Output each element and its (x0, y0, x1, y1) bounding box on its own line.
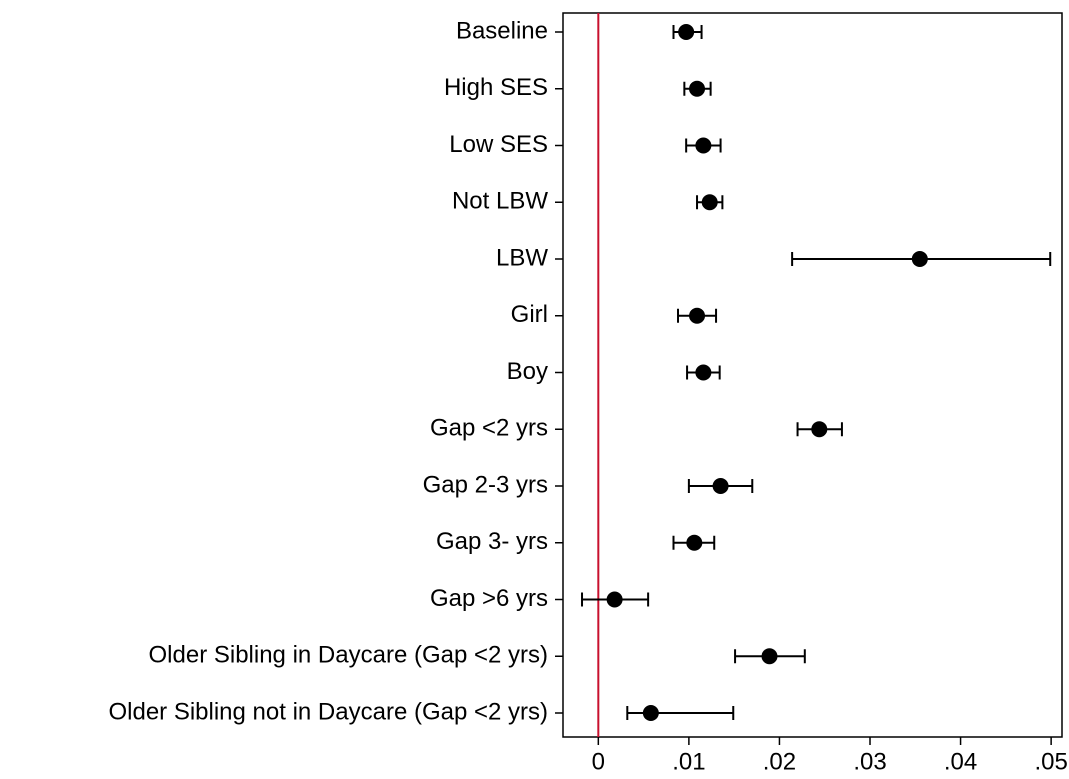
y-tick-label: Boy (507, 358, 548, 385)
y-tick-label: Gap 3- yrs (436, 528, 548, 555)
y-tick-label: Not LBW (452, 188, 548, 215)
point-estimate (695, 137, 712, 154)
point-estimate (642, 705, 659, 721)
y-tick-label: Gap >6 yrs (430, 585, 548, 612)
point-estimate (911, 251, 928, 267)
point-estimate (712, 478, 729, 494)
y-tick-label: Low SES (449, 131, 548, 158)
x-tick-label: .04 (944, 748, 977, 775)
point-estimate (689, 80, 706, 97)
y-tick-label: Older Sibling in Daycare (Gap <2 yrs) (149, 642, 549, 669)
x-tick-label: .01 (672, 748, 705, 775)
point-estimate (678, 24, 695, 40)
y-tick-label: Girl (511, 301, 548, 328)
x-tick-label: 0 (592, 748, 605, 775)
x-tick-label: .05 (1034, 748, 1067, 775)
y-tick-label: High SES (444, 74, 548, 101)
point-estimate (606, 591, 623, 608)
y-tick-label: Gap 2-3 yrs (423, 471, 548, 498)
y-tick-label: Older Sibling not in Daycare (Gap <2 yrs… (108, 698, 548, 725)
plot-frame (562, 12, 1063, 738)
point-estimate (695, 364, 712, 381)
point-estimate (686, 534, 703, 551)
y-tick-label: Gap <2 yrs (430, 415, 548, 442)
x-tick-label: .02 (763, 748, 796, 775)
y-tick-label: Baseline (456, 17, 548, 44)
point-estimate (701, 194, 718, 211)
y-tick-label: LBW (496, 244, 548, 271)
point-estimate (689, 307, 706, 324)
point-estimate (761, 648, 778, 665)
point-estimate (811, 421, 828, 438)
x-tick-label: .03 (853, 748, 886, 775)
